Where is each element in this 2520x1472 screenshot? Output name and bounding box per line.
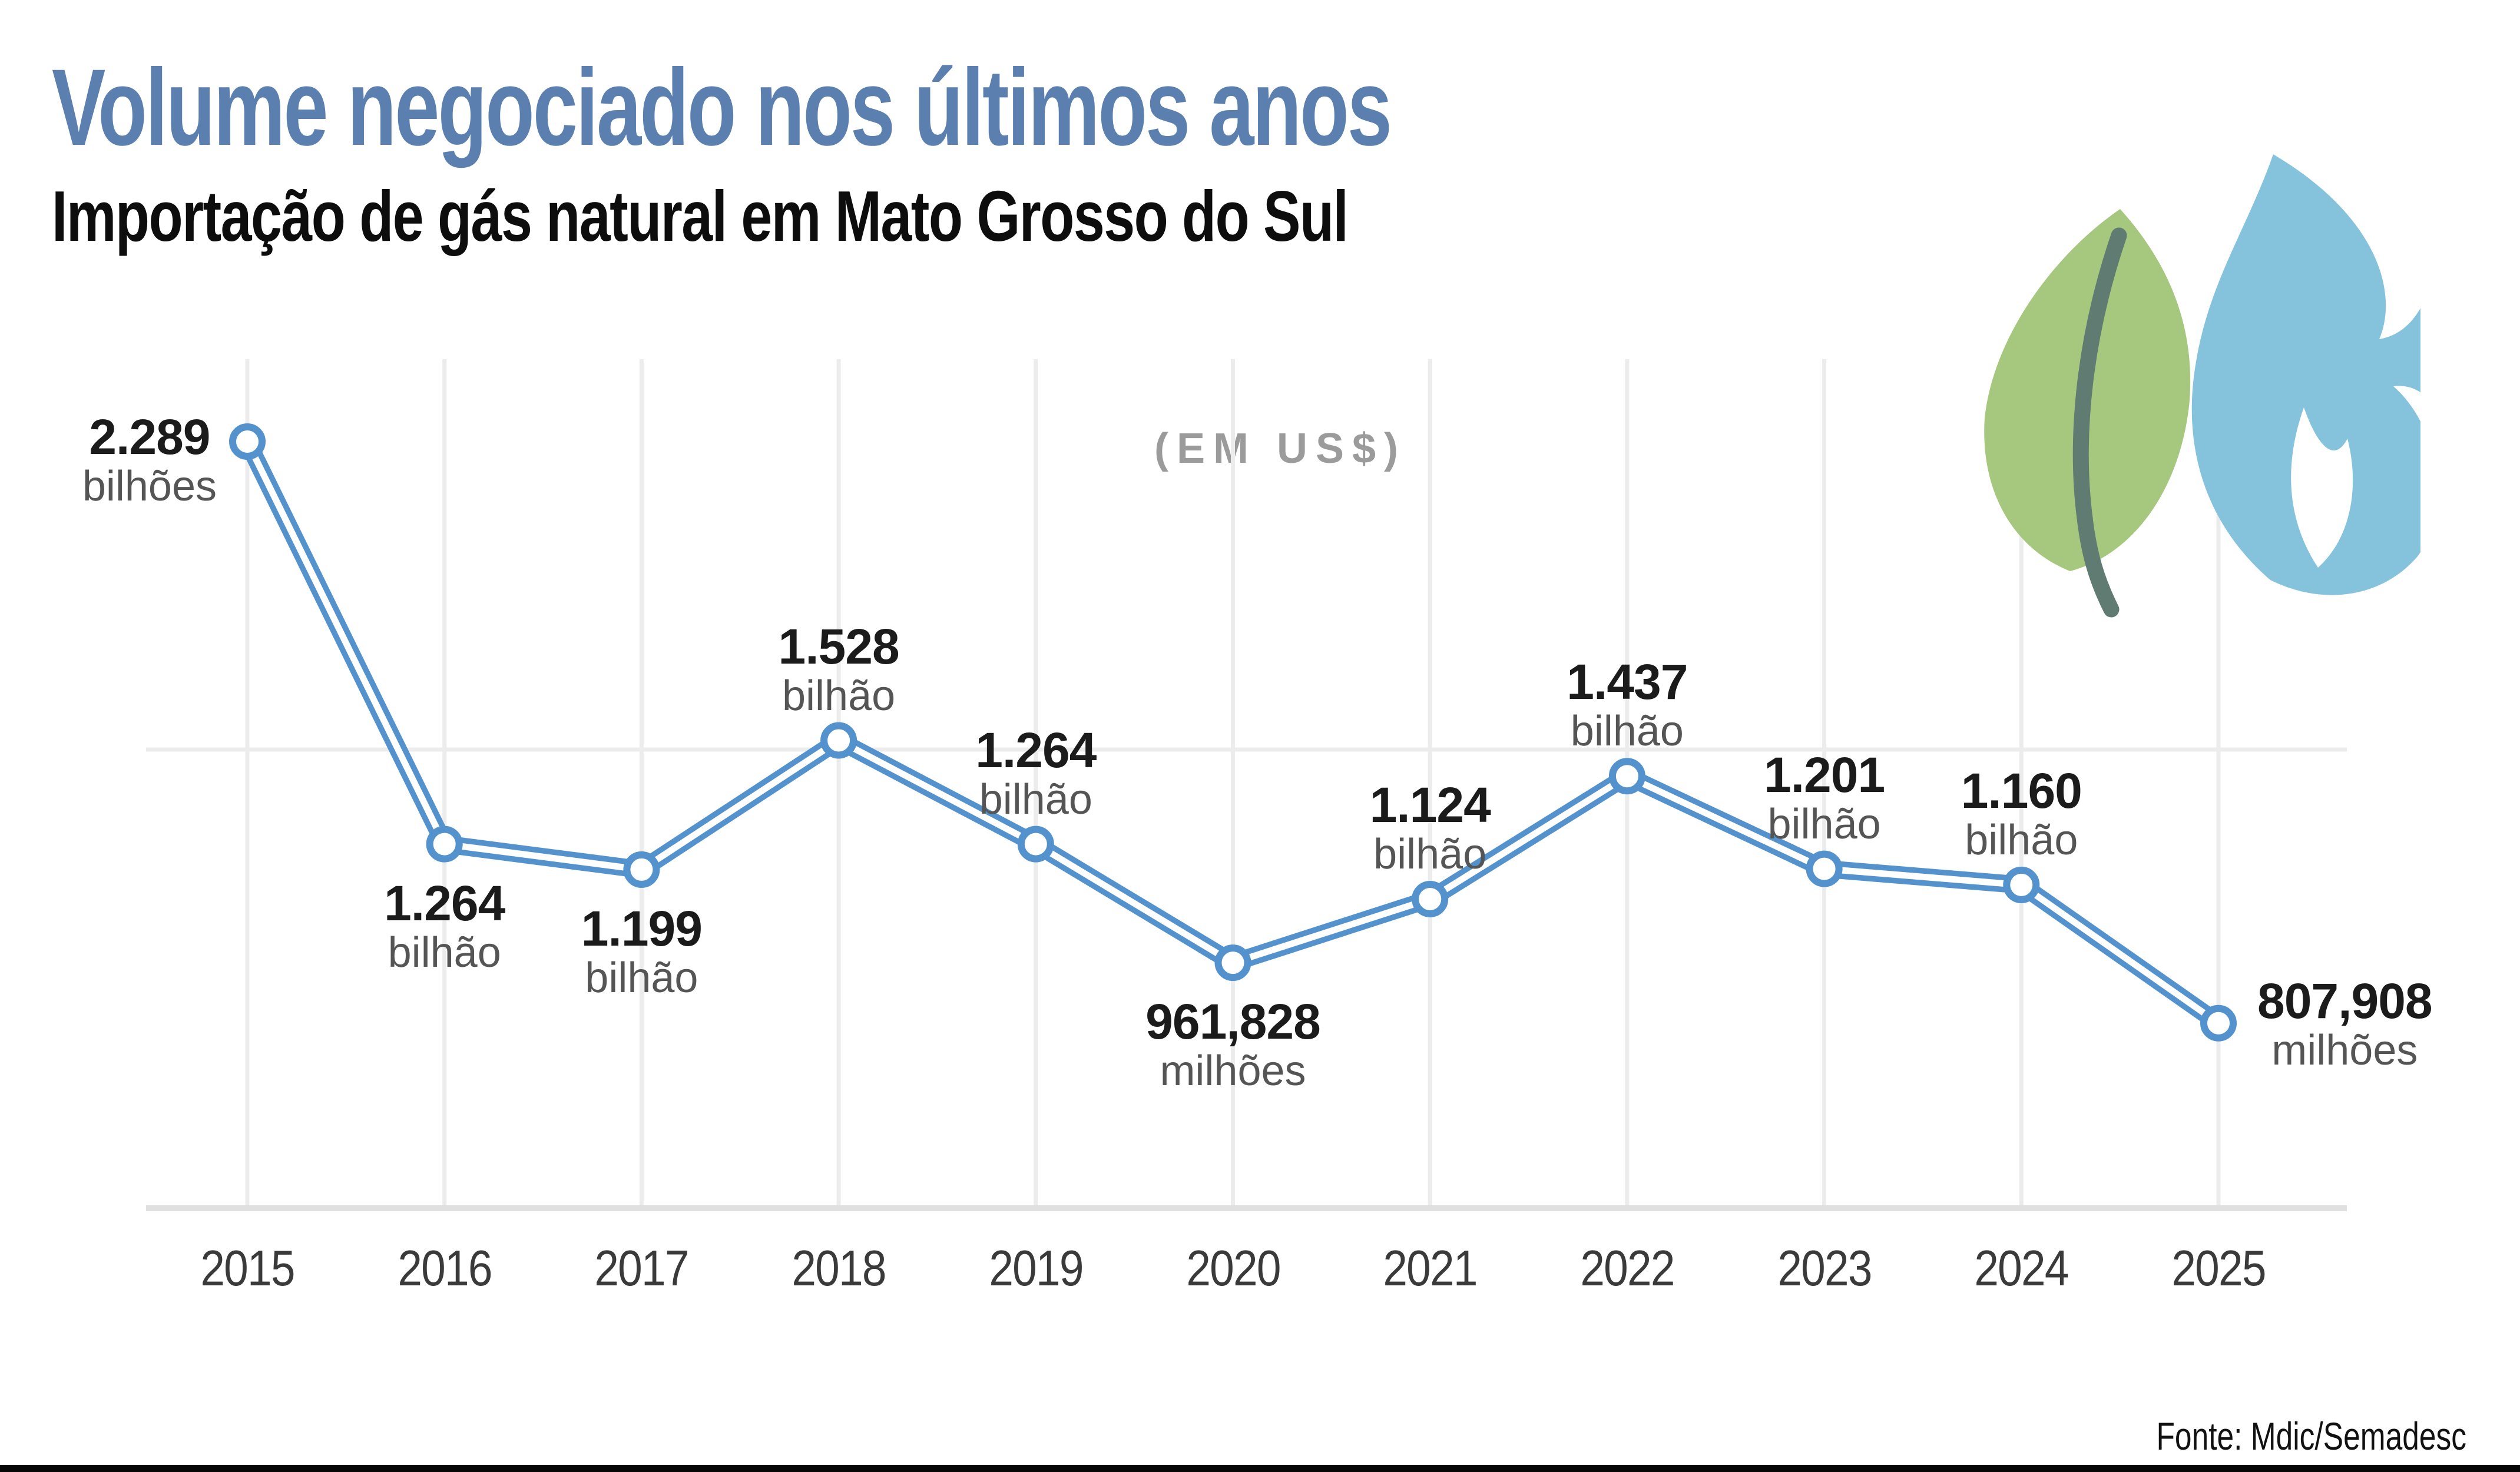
data-point-2022 [1608, 758, 1645, 795]
page-title: Volume negociado nos últimos anos [52, 47, 1392, 168]
gas-flame-icon [2191, 154, 2420, 595]
page-subtitle: Importação de gás natural em Mato Grosso… [52, 176, 1349, 256]
data-point-2016 [426, 825, 463, 863]
data-point-2020 [1214, 944, 1251, 982]
leaf-and-flame-logo-icon [1984, 154, 2420, 618]
data-point-2019 [1017, 825, 1054, 863]
data-point-2015 [229, 423, 266, 460]
flame-inner-notch [2291, 407, 2353, 568]
bottom-bar [0, 1465, 2520, 1472]
data-point-2024 [2003, 866, 2040, 903]
data-point-2025 [2200, 1004, 2237, 1042]
source-note: Fonte: Mdic/Semadesc [2156, 1414, 2466, 1458]
data-point-2023 [1806, 850, 1843, 887]
data-point-2021 [1412, 880, 1449, 917]
currency-unit-note: (EM US$) [1154, 425, 1407, 472]
data-point-2017 [623, 851, 660, 888]
data-point-2018 [820, 722, 857, 759]
leaf-stem-icon [2072, 227, 2127, 618]
